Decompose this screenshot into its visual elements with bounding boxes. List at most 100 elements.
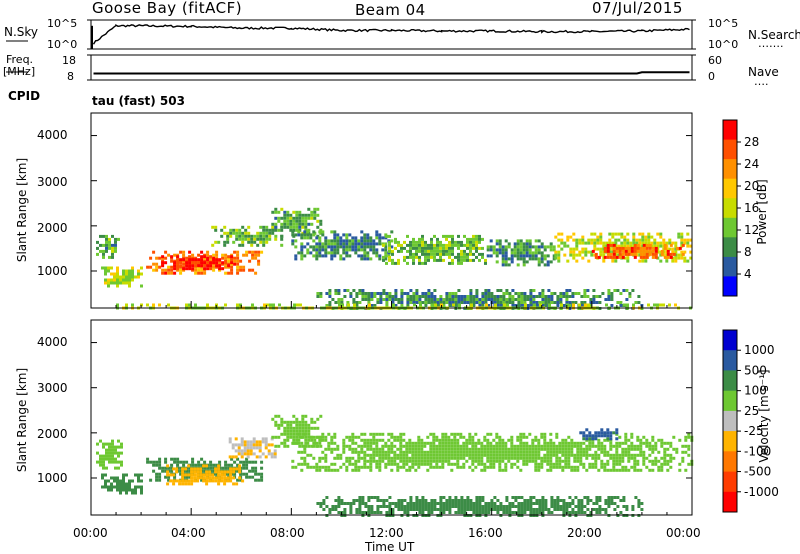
power-cell [565,301,569,304]
power-cell [534,251,538,255]
power-cell [618,252,622,256]
power-cell [427,252,430,256]
velocity-cell [469,508,473,511]
velocity-cell [457,502,461,505]
power-cell [674,256,678,260]
power-cell [552,257,556,261]
velocity-cell [205,473,209,477]
power-cell [633,246,637,250]
velocity-cell [543,453,547,457]
power-cell [242,268,246,272]
velocity-cell [585,468,589,472]
power-cell [656,303,659,307]
velocity-cell [381,453,385,457]
power-cell [621,255,625,259]
velocity-cell [466,505,470,508]
power-cell [254,256,258,260]
power-cell [412,258,415,262]
power-cell [236,253,240,257]
velocity-cell [663,459,667,463]
velocity-cell [432,444,436,448]
velocity-cell [598,499,602,502]
velocity-cell [318,435,322,439]
power-cell [522,257,526,261]
velocity-cell [589,511,593,514]
power-cell [634,301,638,304]
velocity-cell [291,441,295,445]
freq-label: Freq. [6,53,34,66]
power-cell [224,265,228,269]
velocity-cell [534,459,538,463]
velocity-cell [116,488,119,492]
power-cell [167,271,171,275]
velocity-cell [236,463,240,467]
velocity-cell [313,426,317,430]
power-cell [614,232,618,236]
velocity-region-1 [101,473,143,495]
velocity-cell [223,470,227,474]
power-cell [224,261,228,265]
velocity-cell [223,476,227,480]
power-cell [612,243,616,247]
velocity-cell [414,468,418,472]
power-cell [367,301,371,304]
velocity-cell [627,447,631,451]
power-cell [125,275,128,279]
velocity-cell [486,453,490,457]
power-cell [517,301,521,304]
velocity-cell [245,457,249,461]
velocity-cell [420,462,424,466]
velocity-cell [181,482,185,486]
velocity-cell [415,508,419,511]
velocity-cell [205,470,209,474]
power-cell [242,265,246,269]
velocity-cell [435,444,439,448]
velocity-cell [520,505,524,508]
power-cell [628,295,632,298]
velocity-cell [372,441,376,445]
velocity-cell [435,465,439,469]
power-cell [469,246,472,250]
power-cell [256,243,260,247]
velocity-cell [406,511,410,514]
power-cell [475,255,478,259]
velocity-cell [245,463,249,467]
velocity-cell [456,462,460,466]
power-cell [611,259,615,263]
velocity-cell [510,453,514,457]
power-cell [575,253,579,257]
power-cell [283,213,287,217]
velocity-cell [588,434,592,438]
power-cell [325,292,329,295]
velocity-cell [318,465,322,469]
power-cell [280,207,284,211]
power-cell [433,289,437,292]
power-cell [659,241,663,245]
velocity-cell [460,511,464,514]
velocity-cell [196,473,200,477]
velocity-cell [396,435,400,439]
velocity-cell [197,460,201,464]
velocity-cell [523,499,527,502]
velocity-cell [498,435,502,439]
power-cell [654,246,658,250]
velocity-cell [577,511,581,514]
power-cell [406,261,409,265]
power-cell [391,295,395,298]
power-cell [119,275,122,279]
velocity-cell [108,448,111,452]
power-cell [674,303,677,307]
velocity-cell [408,468,412,472]
velocity-cell [514,511,518,514]
power-cell [677,235,681,239]
velocity-cell [152,463,156,467]
velocity-cell [264,440,268,444]
velocity-cell [612,456,616,460]
velocity-cell [558,441,562,445]
velocity-cell [417,447,421,451]
power-cell [620,232,624,236]
velocity-cell [387,459,391,463]
power-cell [554,235,558,239]
power-cell [158,265,162,269]
velocity-cell [357,453,361,457]
